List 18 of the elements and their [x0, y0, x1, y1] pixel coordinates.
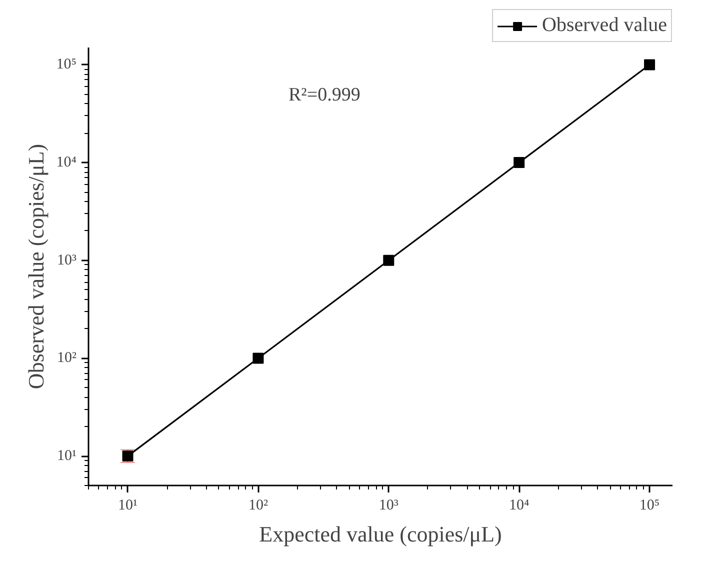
y-tick-label: 10³: [57, 252, 78, 268]
legend-label: Observed value: [542, 14, 667, 37]
point: [644, 59, 656, 70]
y-tick-label: 10⁴: [56, 154, 77, 171]
annotation: R²=0.999: [288, 84, 360, 106]
y-axis-title: Observed value (copies/μL): [23, 144, 48, 390]
x-tick-label: 10⁵: [639, 498, 660, 514]
point: [252, 352, 264, 364]
x-tick-label: 10¹: [118, 498, 138, 514]
y-tick-label: 10²: [57, 350, 78, 366]
x-tick-label: 10²: [248, 498, 268, 514]
y-tick-label: 10¹: [57, 448, 77, 464]
x-tick-label: 10⁴: [508, 498, 530, 514]
point: [514, 157, 525, 168]
y-tick-label: 10⁵: [56, 56, 77, 73]
x-tick-label: 10³: [378, 498, 399, 514]
x-axis-title: Expected value (copies/μL): [259, 522, 502, 546]
point: [383, 254, 394, 266]
